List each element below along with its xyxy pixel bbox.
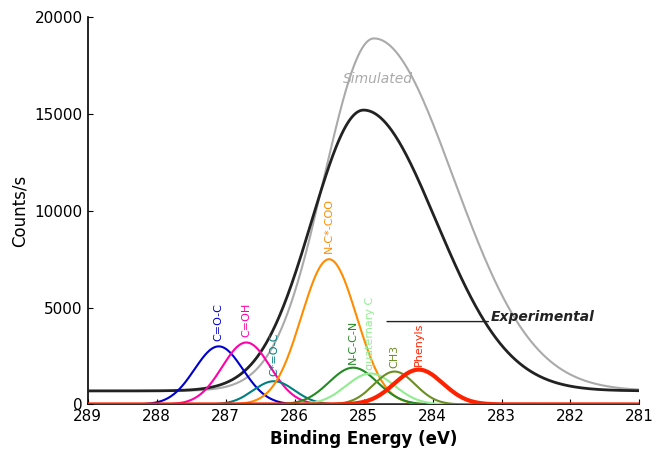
Text: N-C*-COO: N-C*-COO xyxy=(324,198,334,253)
Text: Experimental: Experimental xyxy=(491,310,595,325)
Text: Phenyls: Phenyls xyxy=(414,322,424,366)
Text: CH3: CH3 xyxy=(390,345,400,368)
Text: C*=O-C: C*=O-C xyxy=(269,333,279,376)
Text: Simulated: Simulated xyxy=(343,72,413,86)
Text: C=OH: C=OH xyxy=(241,302,251,337)
X-axis label: Binding Energy (eV): Binding Energy (eV) xyxy=(270,430,458,448)
Text: C=O-C: C=O-C xyxy=(213,302,223,341)
Text: quaternary C: quaternary C xyxy=(366,297,376,369)
Y-axis label: Counts/s: Counts/s xyxy=(11,175,29,247)
Text: N-C-C-N: N-C-C-N xyxy=(348,319,358,364)
